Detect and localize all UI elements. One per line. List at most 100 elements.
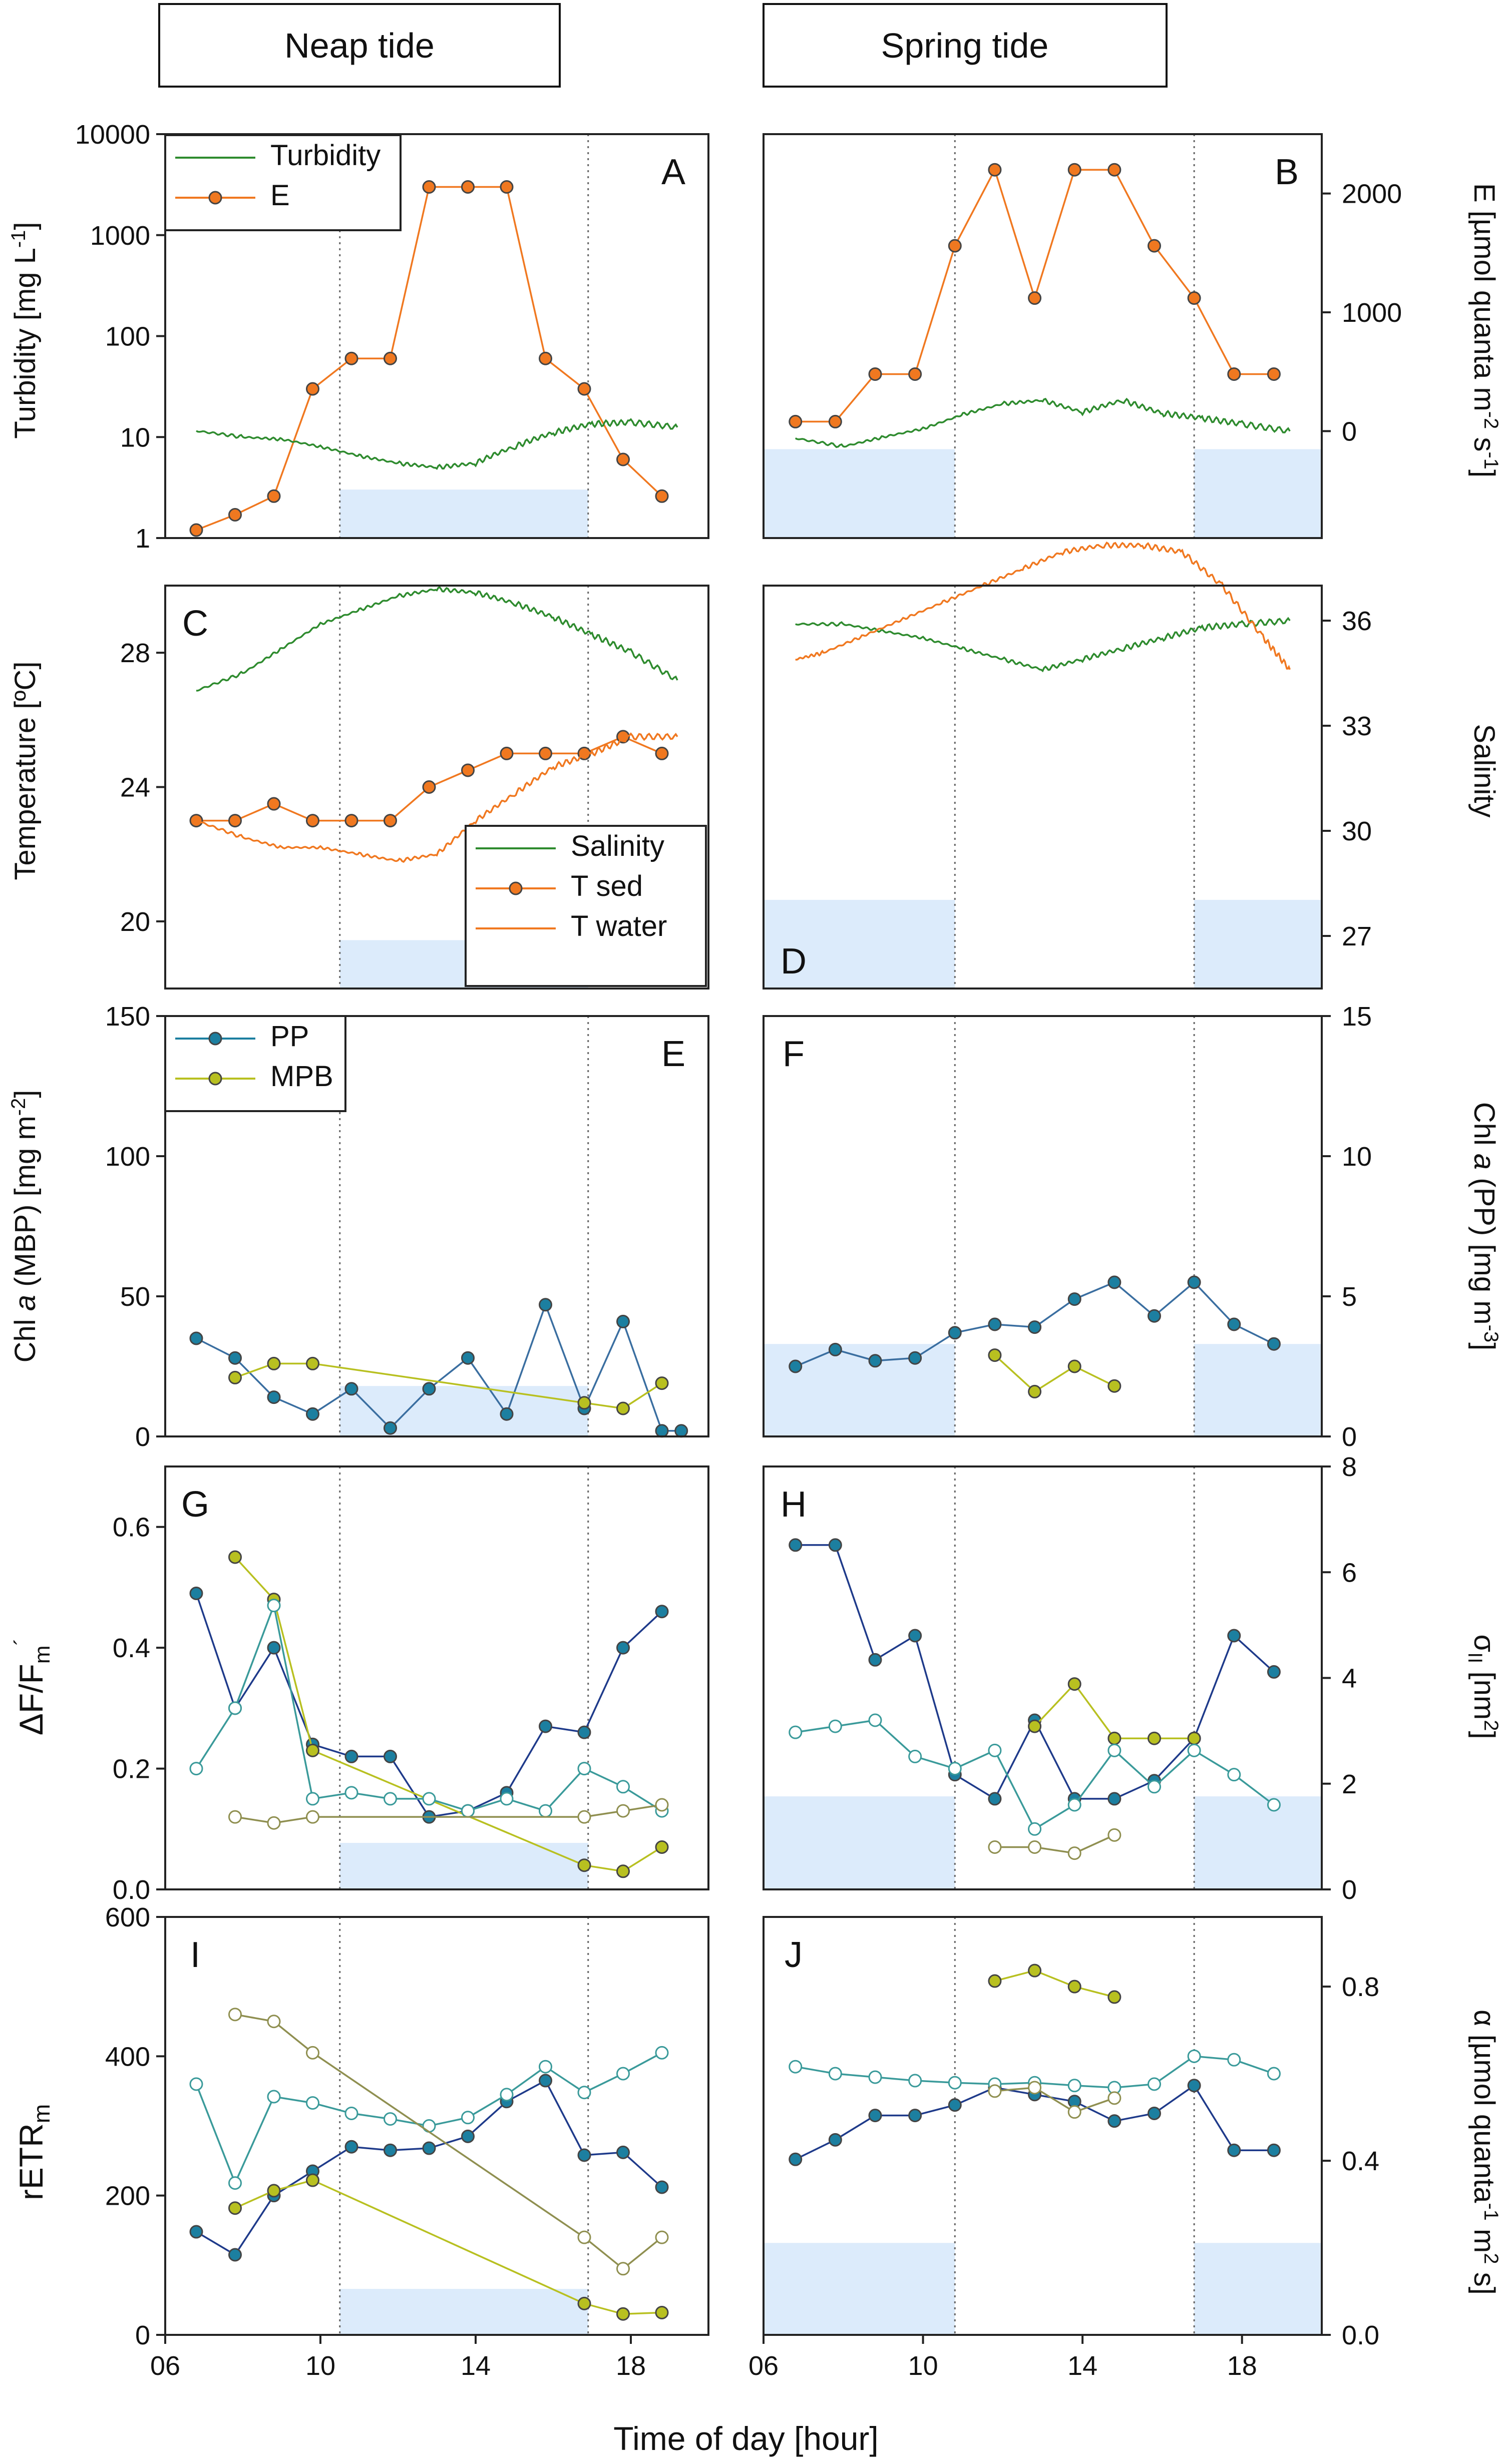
data-point: [1107, 2091, 1121, 2105]
data-point: [384, 1792, 397, 1806]
data-point: [1187, 2049, 1201, 2063]
data-point: [988, 1974, 1002, 1988]
data-point: [1148, 1731, 1161, 1745]
data-point: [655, 1376, 669, 1390]
night-shade-J-1: [764, 2243, 955, 2335]
data-point: [1028, 1840, 1042, 1854]
ytick-label: 36: [1342, 606, 1372, 636]
ytick-label: 0.4: [113, 1633, 150, 1663]
xtick-label: 14: [1067, 2351, 1097, 2381]
panel-letter-J: J: [785, 1935, 803, 1975]
series-I--mpb: [228, 2008, 669, 2276]
series-line: [795, 617, 1291, 673]
data-point: [422, 2141, 436, 2155]
data-point: [988, 2084, 1002, 2098]
data-point: [539, 1298, 552, 1312]
data-point: [1267, 1337, 1281, 1351]
series-line: [196, 732, 678, 863]
data-point: [616, 1314, 630, 1328]
data-point: [189, 523, 203, 537]
ylabel-D: Salinity: [1468, 724, 1500, 818]
data-point: [616, 2307, 630, 2321]
ytick-label: 28: [120, 638, 150, 668]
xtick-label: 18: [616, 2351, 646, 2381]
data-point: [828, 1342, 842, 1356]
ytick-label: 15: [1342, 1002, 1372, 1032]
data-point: [267, 1390, 281, 1404]
data-point: [908, 1351, 922, 1365]
data-point: [539, 2060, 552, 2074]
data-point: [189, 2077, 203, 2091]
data-point: [828, 2067, 842, 2081]
series-B-turbidity: [795, 397, 1291, 448]
ytick-label: 10000: [75, 120, 150, 150]
data-point: [1028, 2081, 1042, 2095]
legend-A: Turbidity E: [164, 134, 402, 231]
panel-E: 0 50 100 150 E: [105, 1002, 709, 1452]
ytick-label: 4: [1342, 1664, 1357, 1694]
xtick-label: 14: [461, 2351, 491, 2381]
ytick-label: 50: [120, 1282, 150, 1312]
data-point: [655, 1424, 669, 1438]
data-point: [267, 2015, 281, 2029]
data-point: [539, 1804, 552, 1818]
ytick-label: 0.2: [113, 1754, 150, 1784]
legend-box: [164, 1015, 346, 1112]
data-point: [267, 2184, 281, 2198]
panel-letter-G: G: [181, 1485, 209, 1525]
data-point: [1187, 1731, 1201, 1745]
ytick-label: 33: [1342, 711, 1372, 741]
data-point: [500, 1407, 514, 1421]
series-C-t-water: [196, 732, 678, 863]
ylabel-E: Chl a (MBP) [mg m-2]: [8, 1090, 42, 1363]
series-J--mpb: [988, 2081, 1121, 2119]
header-neap: Neap tide: [158, 3, 561, 88]
data-point: [189, 814, 203, 828]
data-point: [461, 763, 475, 777]
header-spring-label: Spring tide: [881, 26, 1049, 65]
data-point: [577, 382, 591, 396]
night-shade-I-1: [339, 2289, 588, 2335]
legend-marker: [208, 191, 222, 205]
data-point: [461, 1804, 475, 1818]
series-D-t-water: [795, 541, 1291, 670]
xtick-label: 10: [908, 2351, 938, 2381]
data-point: [228, 2201, 242, 2215]
data-point: [422, 180, 436, 194]
data-point: [789, 414, 803, 428]
series-D-salinity: [795, 617, 1291, 673]
data-point: [908, 2109, 922, 2123]
data-point: [267, 1816, 281, 1830]
ytick-label: 400: [105, 2042, 150, 2072]
data-point: [1227, 2053, 1241, 2067]
data-point: [655, 1840, 669, 1854]
night-shade-F-2: [1194, 1344, 1322, 1436]
data-point: [828, 2133, 842, 2147]
legend-label: Turbidity: [270, 139, 381, 172]
data-point: [908, 367, 922, 381]
series-line: [795, 541, 1291, 670]
data-point: [267, 2090, 281, 2104]
frame-F: [763, 1015, 1323, 1437]
legend-label: E: [270, 179, 290, 212]
data-point: [1067, 1980, 1081, 1994]
legend-box: [465, 825, 707, 987]
ylabel-B: E [µmol quanta m-2 s-1]: [1468, 183, 1502, 477]
data-point: [948, 1762, 962, 1776]
data-point: [655, 1798, 669, 1812]
data-point: [228, 1351, 242, 1365]
night-shade-D-2: [1194, 899, 1322, 989]
panel-F: 0 5 10 15 F: [763, 1002, 1372, 1452]
data-point: [500, 746, 514, 760]
xtick-label: 10: [305, 2351, 335, 2381]
data-point: [789, 2060, 803, 2074]
night-shade-F-1: [764, 1344, 955, 1436]
ytick-label: 5: [1342, 1282, 1357, 1312]
data-point: [306, 2173, 319, 2187]
data-point: [228, 1550, 242, 1564]
legend-label: PP: [270, 1020, 309, 1053]
ytick-label: 6: [1342, 1558, 1357, 1588]
ytick-label: 0.4: [1342, 2146, 1379, 2176]
data-point: [988, 1743, 1002, 1757]
